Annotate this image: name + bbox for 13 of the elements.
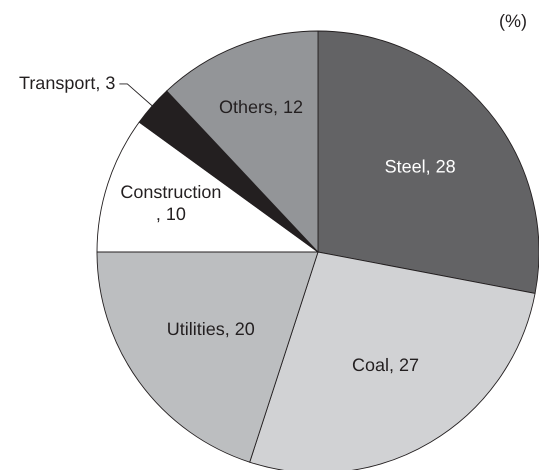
text: (%) <box>499 11 527 31</box>
slice-label: Steel <box>384 156 426 176</box>
data-label: , 28 <box>426 156 456 176</box>
data-label: , 12 <box>273 97 304 118</box>
data-label: , 10 <box>156 204 186 224</box>
slice-label: Others <box>219 97 274 118</box>
slice-label: Coal <box>352 355 390 376</box>
data-label: , 3 <box>95 72 116 93</box>
slice-label: Construction <box>120 182 222 202</box>
slice-label: Transport <box>18 72 96 93</box>
data-label: , 27 <box>388 355 420 376</box>
data-label: , 20 <box>224 318 255 339</box>
slice-label: Utilities <box>166 318 225 339</box>
